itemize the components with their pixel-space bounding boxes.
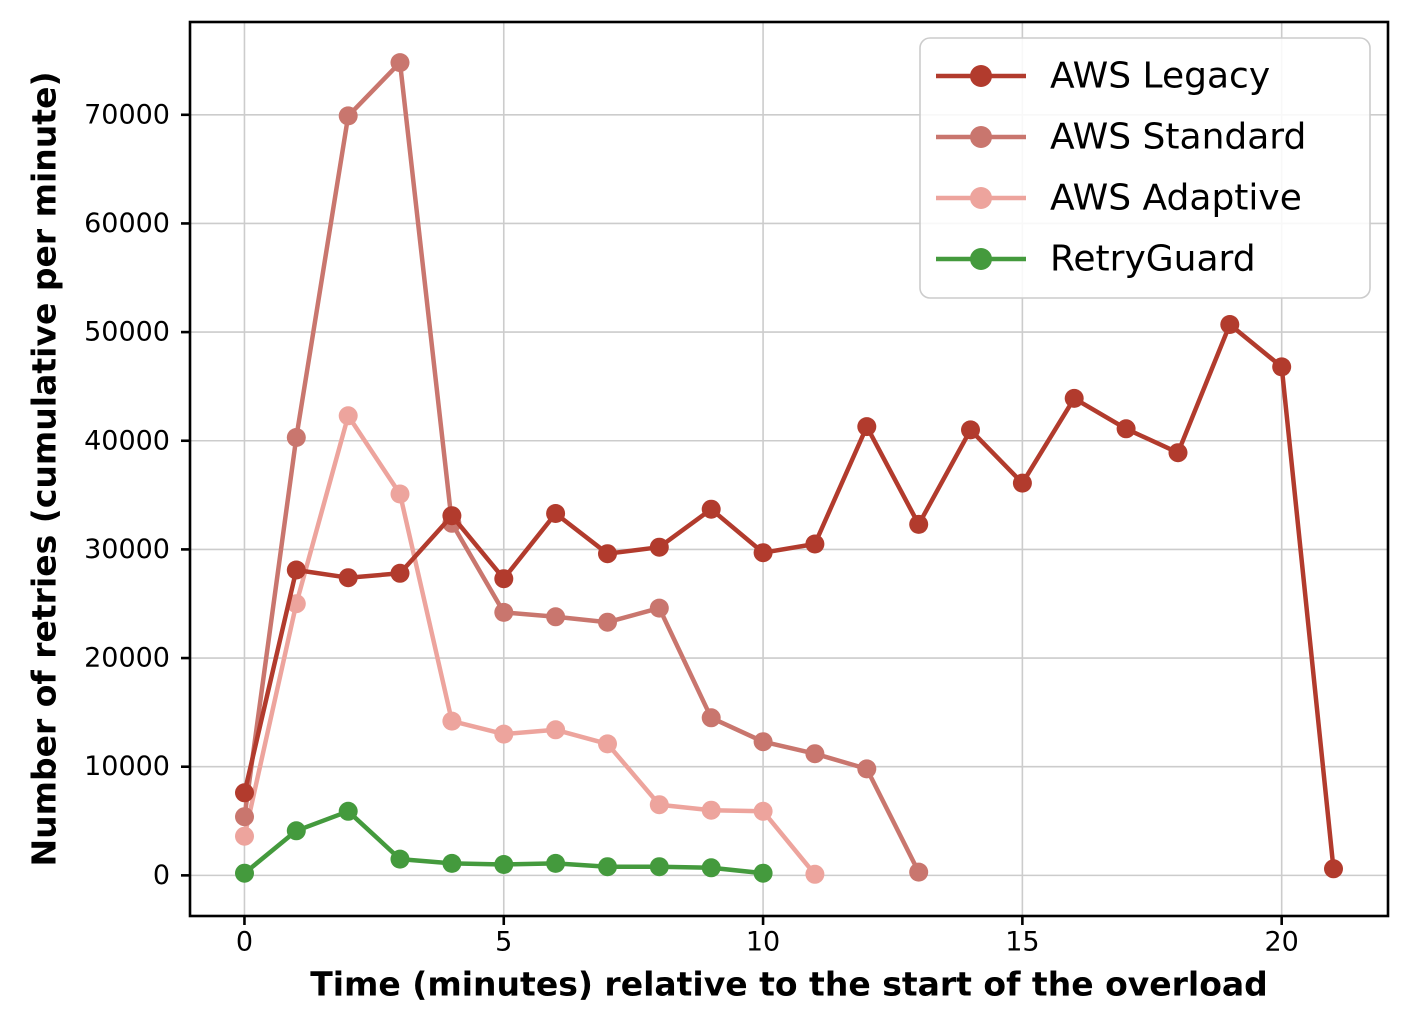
data-point-aws-standard xyxy=(390,53,410,73)
data-point-aws-adaptive xyxy=(649,795,669,815)
data-point-aws-standard xyxy=(701,708,721,728)
legend-label: AWS Legacy xyxy=(1050,56,1270,97)
data-point-aws-adaptive xyxy=(546,720,566,740)
data-point-aws-standard xyxy=(494,602,514,622)
legend-label: AWS Standard xyxy=(1050,117,1306,158)
data-point-aws-legacy xyxy=(1116,419,1136,439)
data-point-aws-legacy xyxy=(1272,357,1292,377)
data-point-aws-legacy xyxy=(235,783,254,803)
series-aws-legacy xyxy=(235,315,1343,879)
legend-marker xyxy=(970,187,992,209)
data-point-aws-adaptive xyxy=(338,406,358,426)
data-point-aws-adaptive xyxy=(753,801,773,821)
data-point-retryguard xyxy=(753,863,773,883)
series-retryguard xyxy=(235,801,773,883)
data-point-retryguard xyxy=(442,853,462,873)
data-point-aws-standard xyxy=(286,428,306,447)
x-axis-label: Time (minutes) relative to the start of … xyxy=(310,965,1268,1004)
y-axis-label: Number of retries (cumulative per minute… xyxy=(25,71,64,866)
legend-item-aws-adaptive: AWS Adaptive xyxy=(936,178,1302,219)
legend-marker xyxy=(970,248,992,270)
y-tick-label: 20000 xyxy=(84,643,170,674)
data-point-aws-standard xyxy=(753,732,773,752)
legend: AWS Legacy AWS Standard AWS Adaptive RetryG… xyxy=(919,37,1371,299)
data-point-aws-standard xyxy=(805,744,825,764)
data-point-aws-legacy xyxy=(805,534,825,554)
data-point-aws-legacy xyxy=(494,569,514,589)
y-tick-label: 30000 xyxy=(84,534,170,565)
data-point-retryguard xyxy=(546,853,566,873)
y-tick-label: 60000 xyxy=(84,208,170,239)
y-tick-label: 0 xyxy=(153,860,170,891)
data-point-retryguard xyxy=(598,857,617,877)
data-point-aws-legacy xyxy=(442,506,462,526)
data-point-aws-legacy xyxy=(649,537,669,557)
data-point-retryguard xyxy=(390,849,410,869)
data-point-aws-legacy xyxy=(753,543,773,563)
data-point-aws-adaptive xyxy=(701,800,721,820)
data-point-aws-standard xyxy=(235,807,254,827)
x-tick-label: 5 xyxy=(495,927,512,958)
data-point-aws-adaptive xyxy=(442,711,462,731)
data-point-retryguard xyxy=(701,858,721,878)
data-point-aws-legacy xyxy=(546,504,566,523)
legend-box xyxy=(919,37,1371,299)
data-point-aws-standard xyxy=(598,612,617,632)
data-point-retryguard xyxy=(338,801,358,821)
axis-ticks: 0 5 10 15 20 0 10000 20000 30000 40000 50000 60000 7… xyxy=(84,99,1299,957)
data-point-aws-legacy xyxy=(1064,388,1084,408)
legend-label: AWS Adaptive xyxy=(1050,178,1302,219)
series-line-aws-adaptive xyxy=(242,413,818,877)
series-aws-standard xyxy=(235,53,929,882)
data-point-aws-standard xyxy=(909,862,929,882)
data-point-aws-legacy xyxy=(701,499,721,519)
legend-item-aws-legacy: AWS Legacy xyxy=(936,56,1270,97)
data-point-retryguard xyxy=(494,855,514,874)
y-tick-label: 40000 xyxy=(84,425,170,456)
y-tick-label: 50000 xyxy=(84,317,170,348)
y-tick-label: 70000 xyxy=(84,99,170,130)
plot-frame xyxy=(188,20,1390,918)
data-point-aws-adaptive xyxy=(390,484,410,504)
data-point-aws-standard xyxy=(857,759,877,779)
y-tick-label: 10000 xyxy=(84,751,170,782)
data-point-aws-legacy xyxy=(390,563,410,583)
data-point-aws-legacy xyxy=(1324,859,1343,879)
data-point-retryguard xyxy=(649,857,669,877)
data-point-aws-legacy xyxy=(1220,315,1240,334)
data-point-aws-adaptive xyxy=(598,734,617,754)
x-tick-label: 0 xyxy=(236,927,253,958)
data-point-retryguard xyxy=(235,863,254,883)
data-point-aws-adaptive xyxy=(494,724,514,744)
data-point-aws-adaptive xyxy=(235,826,254,846)
x-tick-label: 15 xyxy=(1005,927,1039,958)
data-point-aws-legacy xyxy=(1168,443,1188,463)
series-line-aws-legacy xyxy=(242,322,1336,872)
series-aws-adaptive xyxy=(235,406,825,884)
data-point-aws-legacy xyxy=(338,568,358,588)
legend-label: RetryGuard xyxy=(1050,239,1256,280)
legend-item-aws-standard: AWS Standard xyxy=(936,117,1306,158)
data-point-aws-standard xyxy=(546,607,566,627)
data-point-aws-legacy xyxy=(909,514,929,534)
legend-item-retryguard: RetryGuard xyxy=(936,239,1256,280)
data-point-aws-legacy xyxy=(286,560,306,580)
data-point-aws-legacy xyxy=(857,417,877,437)
data-point-aws-legacy xyxy=(1012,473,1032,493)
legend-marker xyxy=(970,126,992,148)
x-tick-label: 20 xyxy=(1265,927,1299,958)
data-point-aws-legacy xyxy=(961,420,980,440)
data-point-aws-legacy xyxy=(598,544,617,564)
data-point-aws-adaptive xyxy=(805,864,825,884)
x-tick-label: 10 xyxy=(746,927,780,958)
data-point-aws-standard xyxy=(649,598,669,618)
data-point-aws-standard xyxy=(338,106,358,126)
legend-marker xyxy=(970,65,992,87)
data-point-retryguard xyxy=(286,821,306,841)
